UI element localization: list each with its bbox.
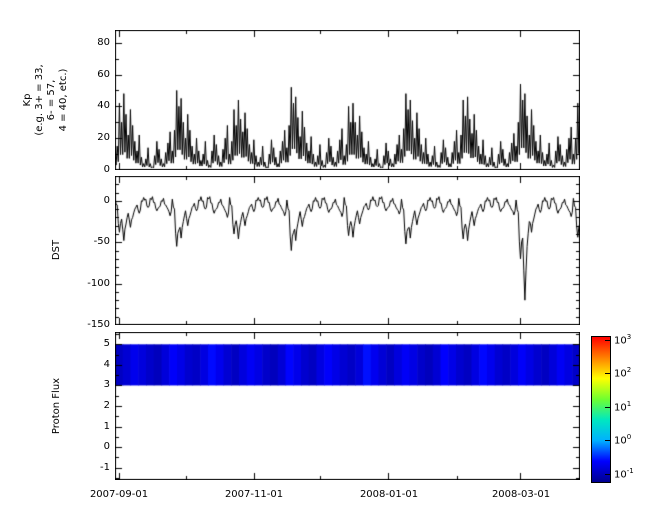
colorbar-tick-mark (605, 340, 610, 341)
y-tick-label: 0 (103, 164, 110, 175)
kp-axis-label: Kp (e.g. 3+ = 33, 6- = 57, 4 = 40, etc.) (22, 40, 70, 160)
x-tick-label: 2008-01-01 (359, 489, 419, 500)
proton-flux-axis-label: Proton Flux (51, 377, 62, 435)
y-tick-label: 20 (97, 132, 110, 144)
kp-axis-label-line: 6- = 57, (46, 79, 57, 121)
x-tick-label: 2008-03-01 (491, 489, 551, 500)
proton-flux-plot-canvas (115, 332, 580, 480)
x-tick-label: 2007-09-01 (89, 489, 149, 500)
y-tick-label: 1 (103, 420, 110, 432)
y-tick-label: 0 (103, 441, 110, 453)
colorbar-tick-label: 100 (614, 433, 632, 447)
colorbar-tick-mark (605, 407, 610, 408)
y-tick-label: 0 (103, 194, 110, 206)
colorbar-tick-mark (605, 474, 610, 475)
colorbar (591, 336, 611, 483)
kp-axis-label-line: 4 = 40, etc.) (58, 68, 69, 132)
y-tick-label: 5 (103, 338, 110, 350)
kp-axis-label-line: Kp (22, 93, 33, 107)
y-tick-label: -1 (100, 461, 110, 473)
y-tick-label: -50 (93, 236, 110, 248)
kp-plot-canvas (115, 30, 580, 170)
y-tick-label: -100 (87, 277, 110, 289)
y-tick-label: 2 (103, 400, 110, 411)
y-tick-label: 40 (97, 100, 110, 112)
colorbar-tick-mark (605, 440, 610, 441)
dst-axis-label: DST (51, 239, 62, 261)
y-tick-label: 60 (97, 68, 110, 80)
x-tick-label: 2007-11-01 (224, 489, 284, 500)
y-tick-label: 80 (97, 36, 110, 48)
y-tick-label: 3 (103, 379, 110, 391)
y-tick-label: -150 (87, 319, 110, 330)
colorbar-tick-label: 10-1 (614, 467, 634, 481)
dst-plot-canvas (115, 176, 580, 325)
colorbar-tick-label: 101 (614, 400, 632, 414)
y-tick-label: 4 (103, 358, 110, 370)
kp-axis-label-line: (e.g. 3+ = 33, (34, 64, 45, 136)
colorbar-tick-label: 103 (614, 333, 632, 347)
colorbar-tick-mark (605, 373, 610, 374)
colorbar-tick-label: 102 (614, 366, 632, 380)
